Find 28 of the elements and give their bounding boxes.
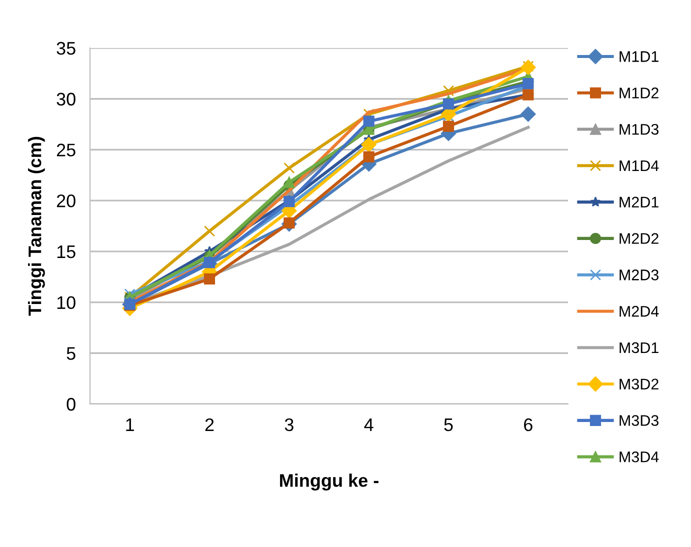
- x-axis-title: Minggu ke -: [280, 474, 378, 491]
- legend-label: M3D4: [620, 451, 659, 462]
- x-tick-label: 3: [284, 418, 294, 432]
- legend-label: M3D1: [620, 342, 658, 354]
- legend-label: M1D1: [620, 51, 658, 62]
- y-tick-label: 35: [56, 42, 76, 55]
- legend-label: M2D3: [620, 270, 658, 280]
- y-tick-label: 20: [56, 194, 76, 208]
- y-tick-label: 15: [57, 246, 76, 258]
- x-tick-label: 4: [364, 418, 374, 431]
- x-tick-label: 6: [524, 418, 532, 432]
- x-tick-label: 1: [126, 418, 134, 431]
- y-tick-label: 0: [66, 398, 76, 411]
- x-tick-label: 2: [205, 418, 214, 431]
- x-tick-label: 5: [444, 418, 453, 432]
- legend-label: M1D2: [620, 88, 658, 98]
- legend-label: M1D3: [620, 124, 658, 135]
- y-tick-label: 5: [66, 347, 76, 360]
- y-tick-label: 10: [57, 296, 76, 310]
- legend-label: M3D2: [620, 378, 658, 390]
- y-tick-label: 25: [56, 144, 76, 156]
- y-tick-label: 30: [56, 92, 76, 106]
- legend-label: M2D2: [620, 233, 658, 244]
- legend-label: M1D4: [620, 160, 659, 172]
- legend-label: M2D1: [620, 196, 658, 208]
- legend-label: M2D4: [620, 306, 659, 317]
- legend-label: M3D3: [620, 415, 658, 426]
- y-axis-title: Tinggi Tanaman (cm): [28, 136, 45, 316]
